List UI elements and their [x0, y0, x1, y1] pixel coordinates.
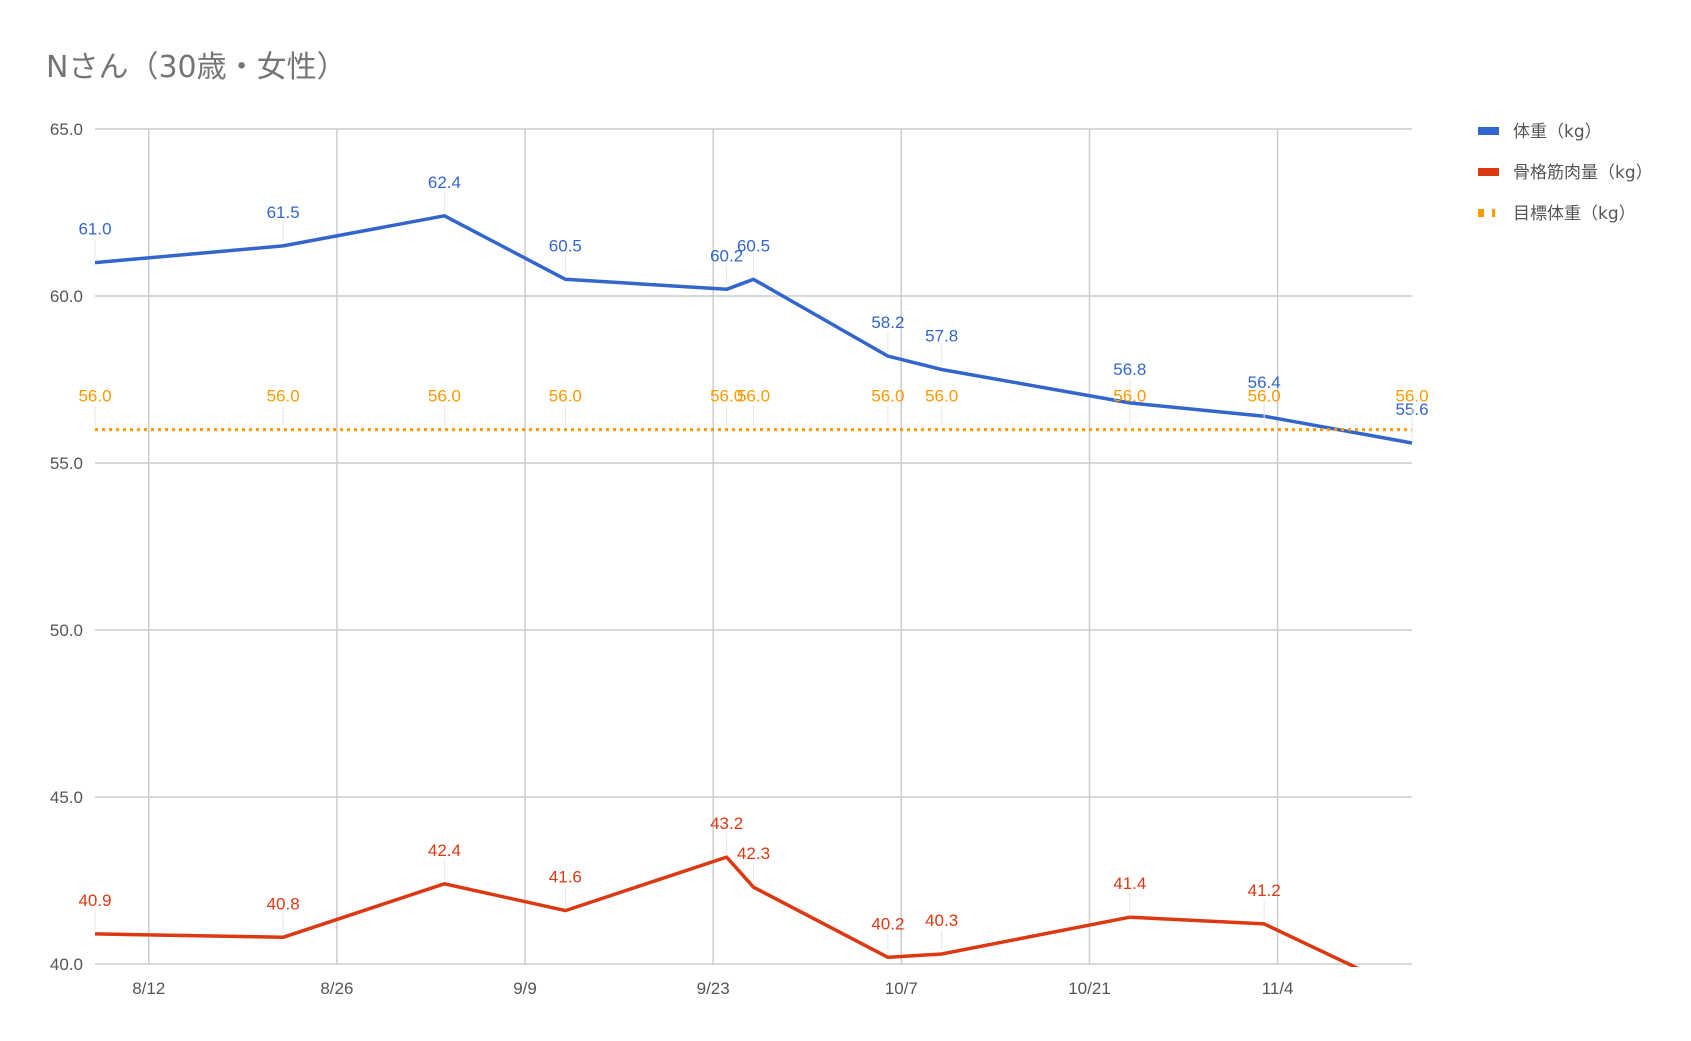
legend-item: 体重（kg） — [1478, 122, 1602, 142]
data-label: 40.9 — [78, 891, 111, 910]
data-label: 56.0 — [925, 387, 958, 406]
x-tick-label: 8/12 — [132, 979, 165, 998]
series-lines — [94, 214, 1413, 967]
y-tick-label: 65.0 — [50, 120, 83, 139]
y-tick-label: 40.0 — [50, 955, 83, 974]
data-label: 42.3 — [737, 844, 770, 863]
data-label: 56.4 — [1248, 373, 1281, 392]
data-label: 56.0 — [78, 387, 111, 406]
chart-title: Nさん（30歳・女性） — [46, 50, 347, 85]
data-label: 56.0 — [267, 387, 300, 406]
data-label: 40.2 — [871, 914, 904, 933]
data-label: 56.8 — [1113, 360, 1146, 379]
data-label: 41.4 — [1113, 874, 1146, 893]
data-label: 40.8 — [267, 894, 300, 913]
legend-item: 骨格筋肉量（kg） — [1478, 163, 1653, 183]
legend-swatch — [1478, 168, 1499, 176]
data-label: 61.0 — [78, 220, 111, 239]
data-label: 57.8 — [925, 326, 958, 345]
x-tick-label: 11/4 — [1262, 979, 1294, 998]
data-label: 56.0 — [428, 387, 461, 406]
x-tick-label: 9/23 — [697, 979, 730, 998]
legend-swatch-dot — [1492, 209, 1495, 217]
legend-swatch-dot — [1478, 209, 1484, 217]
data-label: 56.0 — [737, 387, 770, 406]
data-label: 56.0 — [710, 387, 743, 406]
data-label: 56.0 — [871, 387, 904, 406]
data-label: 62.4 — [428, 173, 461, 192]
data-label: 41.2 — [1248, 881, 1281, 900]
legend-label: 体重（kg） — [1513, 122, 1602, 142]
legend-swatch — [1478, 127, 1499, 135]
legend-label: 骨格筋肉量（kg） — [1513, 163, 1653, 183]
data-label: 56.0 — [549, 387, 582, 406]
data-label: 61.5 — [267, 203, 300, 222]
legend-label: 目標体重（kg） — [1513, 204, 1636, 224]
data-label: 58.2 — [871, 313, 904, 332]
y-tick-label: 55.0 — [50, 454, 83, 473]
x-tick-label: 10/21 — [1068, 979, 1111, 998]
data-label: 56.0 — [1113, 387, 1146, 406]
data-label: 60.2 — [710, 246, 743, 265]
y-tick-label: 50.0 — [50, 621, 83, 640]
data-label: 60.5 — [737, 236, 770, 255]
data-label: 41.6 — [549, 868, 582, 887]
data-label: 40.3 — [925, 911, 958, 930]
x-tick-label: 10/7 — [885, 979, 918, 998]
x-tick-label: 9/9 — [513, 979, 537, 998]
data-label: 56.0 — [1248, 387, 1281, 406]
series-line-1 — [94, 214, 1413, 445]
y-tick-label: 45.0 — [50, 788, 83, 807]
x-tick-label: 8/26 — [320, 979, 353, 998]
series-line-2 — [94, 855, 1360, 967]
data-label: 43.2 — [710, 814, 743, 833]
data-label: 56.0 — [1395, 387, 1428, 406]
y-tick-label: 60.0 — [50, 287, 83, 306]
legend-item: 目標体重（kg） — [1478, 204, 1636, 224]
data-label: 60.5 — [549, 236, 582, 255]
data-label: 42.4 — [428, 841, 461, 860]
